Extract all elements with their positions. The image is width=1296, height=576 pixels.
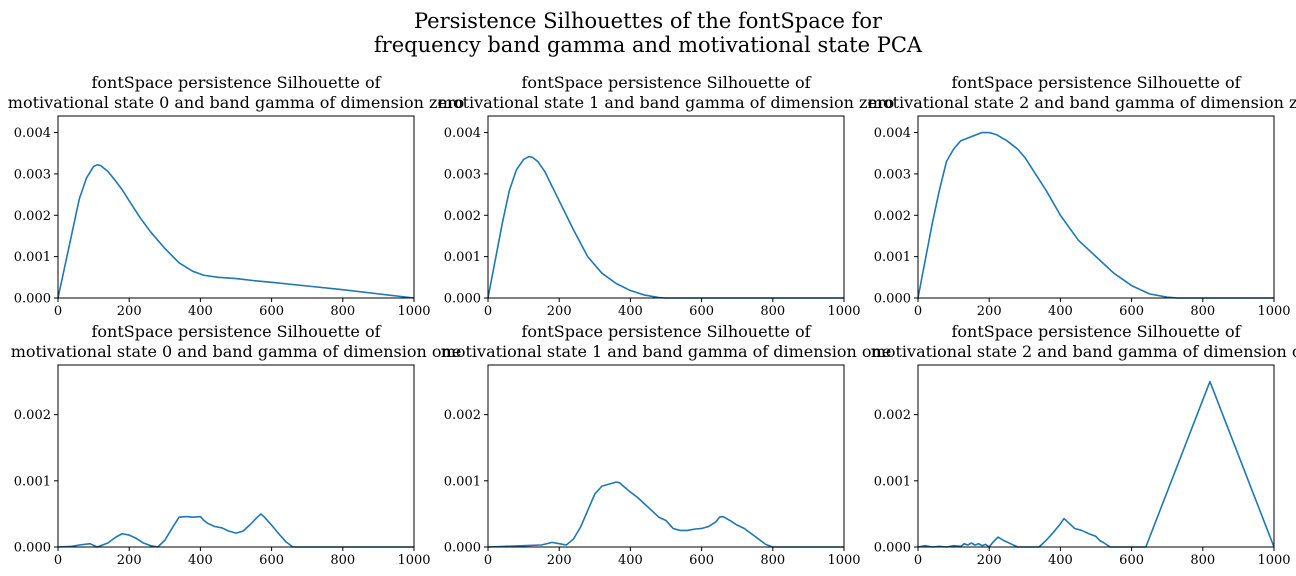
x-tick-label: 600: [689, 304, 714, 319]
chart-title-line-1: fontSpace persistence Silhouette of: [91, 322, 381, 341]
x-tick-label: 400: [618, 304, 643, 319]
chart-title-line-2: motivational state 1 and band gamma of d…: [441, 342, 892, 361]
axes-frame: [487, 364, 845, 548]
y-tick-label: 0.000: [444, 541, 481, 556]
x-tick-label: 1000: [827, 553, 860, 568]
x-tick-label: 600: [259, 553, 284, 568]
chart-panel-3: fontSpace persistence Silhouette ofmotiv…: [868, 73, 1296, 319]
y-tick-label: 0.002: [874, 209, 911, 224]
chart-title-line-2: motivational state 0 and band gamma of d…: [11, 342, 462, 361]
x-tick-label: 200: [977, 553, 1002, 568]
figure-title-line-2: frequency band gamma and motivational st…: [374, 33, 923, 57]
x-tick-label: 200: [117, 553, 142, 568]
axes-frame: [917, 364, 1275, 548]
y-tick-label: 0.001: [874, 250, 911, 265]
x-tick-label: 800: [760, 553, 785, 568]
y-tick-label: 0.001: [444, 250, 481, 265]
y-tick-label: 0.000: [14, 541, 51, 556]
y-tick-label: 0.001: [14, 250, 51, 265]
chart-panel-5: fontSpace persistence Silhouette ofmotiv…: [441, 322, 892, 568]
chart-title-line-1: fontSpace persistence Silhouette of: [951, 73, 1241, 92]
series-line: [487, 481, 844, 548]
axes-frame: [487, 115, 845, 299]
chart-title-line-1: fontSpace persistence Silhouette of: [91, 73, 381, 92]
x-tick-label: 800: [330, 304, 355, 319]
x-tick-label: 1000: [1257, 553, 1290, 568]
x-tick-label: 1000: [827, 304, 860, 319]
y-tick-label: 0.000: [874, 541, 911, 556]
axes-frame: [57, 364, 415, 548]
x-tick-label: 600: [689, 553, 714, 568]
y-tick-label: 0.003: [14, 167, 51, 182]
x-tick-label: 600: [259, 304, 284, 319]
chart-title-line-1: fontSpace persistence Silhouette of: [951, 322, 1241, 341]
chart-title-line-2: motivational state 0 and band gamma of d…: [8, 93, 464, 112]
x-tick-label: 0: [54, 553, 62, 568]
y-tick-label: 0.001: [444, 474, 481, 489]
x-tick-label: 0: [54, 304, 62, 319]
chart-panel-4: fontSpace persistence Silhouette ofmotiv…: [11, 322, 462, 568]
y-tick-label: 0.002: [874, 408, 911, 423]
y-tick-label: 0.002: [444, 209, 481, 224]
x-tick-label: 400: [1048, 304, 1073, 319]
axes-frame: [57, 115, 415, 299]
chart-title-line-2: motivational state 2 and band gamma of d…: [868, 93, 1296, 112]
x-tick-label: 1000: [1257, 304, 1290, 319]
chart-title-line-1: fontSpace persistence Silhouette of: [521, 73, 811, 92]
x-tick-label: 800: [330, 553, 355, 568]
x-tick-label: 1000: [397, 553, 430, 568]
y-tick-label: 0.003: [874, 167, 911, 182]
x-tick-label: 200: [547, 304, 572, 319]
y-tick-label: 0.000: [14, 292, 51, 307]
series-line: [917, 131, 1274, 299]
x-tick-label: 0: [914, 304, 922, 319]
x-tick-label: 0: [484, 304, 492, 319]
x-tick-label: 0: [914, 553, 922, 568]
axes-frame: [917, 115, 1275, 299]
y-tick-label: 0.004: [874, 126, 911, 141]
x-tick-label: 400: [1048, 553, 1073, 568]
y-tick-label: 0.002: [14, 209, 51, 224]
x-tick-label: 200: [977, 304, 1002, 319]
x-tick-label: 800: [1190, 553, 1215, 568]
x-tick-label: 200: [547, 553, 572, 568]
chart-panel-2: fontSpace persistence Silhouette ofmotiv…: [438, 73, 894, 319]
chart-title-line-2: motivational state 2 and band gamma of d…: [871, 342, 1296, 361]
chart-title-line-1: fontSpace persistence Silhouette of: [521, 322, 811, 341]
y-tick-label: 0.001: [874, 474, 911, 489]
y-tick-label: 0.004: [14, 126, 51, 141]
x-tick-label: 200: [117, 304, 142, 319]
y-tick-label: 0.003: [444, 167, 481, 182]
figure-title-line-1: Persistence Silhouettes of the fontSpace…: [414, 9, 883, 33]
x-tick-label: 800: [760, 304, 785, 319]
chart-panel-6: fontSpace persistence Silhouette ofmotiv…: [871, 322, 1296, 568]
x-tick-label: 600: [1119, 304, 1144, 319]
y-tick-label: 0.002: [444, 408, 481, 423]
x-tick-label: 400: [188, 304, 213, 319]
y-tick-label: 0.002: [14, 408, 51, 423]
x-tick-label: 600: [1119, 553, 1144, 568]
y-tick-label: 0.000: [874, 292, 911, 307]
series-line: [57, 164, 415, 299]
chart-panel-1: fontSpace persistence Silhouette ofmotiv…: [8, 73, 464, 319]
x-tick-label: 1000: [397, 304, 430, 319]
x-tick-label: 0: [484, 553, 492, 568]
x-tick-label: 400: [188, 553, 213, 568]
y-tick-label: 0.004: [444, 126, 481, 141]
chart-title-line-2: motivational state 1 and band gamma of d…: [438, 93, 894, 112]
y-tick-label: 0.001: [14, 474, 51, 489]
series-line: [57, 513, 414, 548]
x-tick-label: 400: [618, 553, 643, 568]
y-tick-label: 0.000: [444, 292, 481, 307]
x-tick-label: 800: [1190, 304, 1215, 319]
panels-grid: fontSpace persistence Silhouette ofmotiv…: [8, 73, 1296, 568]
